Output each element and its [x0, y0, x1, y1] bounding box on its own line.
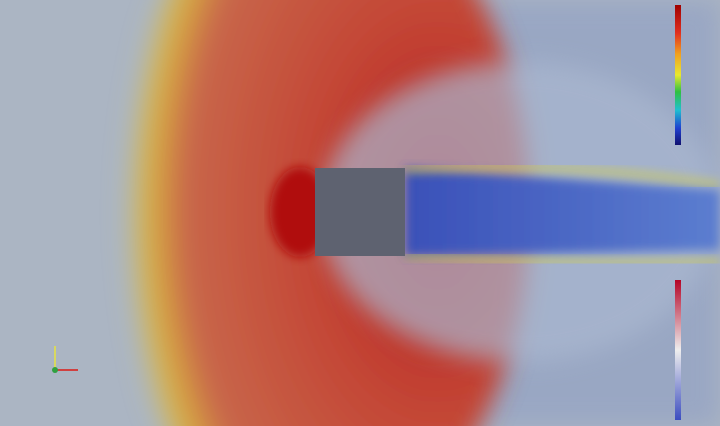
- color-bar: [675, 5, 681, 145]
- shear-layer-top: [404, 164, 720, 188]
- obstacle: [315, 168, 405, 256]
- shear-layer-bottom: [404, 252, 720, 266]
- axes-triad: [52, 346, 78, 373]
- color-bar: [675, 280, 681, 420]
- axis-z: [52, 367, 58, 373]
- wake: [405, 168, 720, 256]
